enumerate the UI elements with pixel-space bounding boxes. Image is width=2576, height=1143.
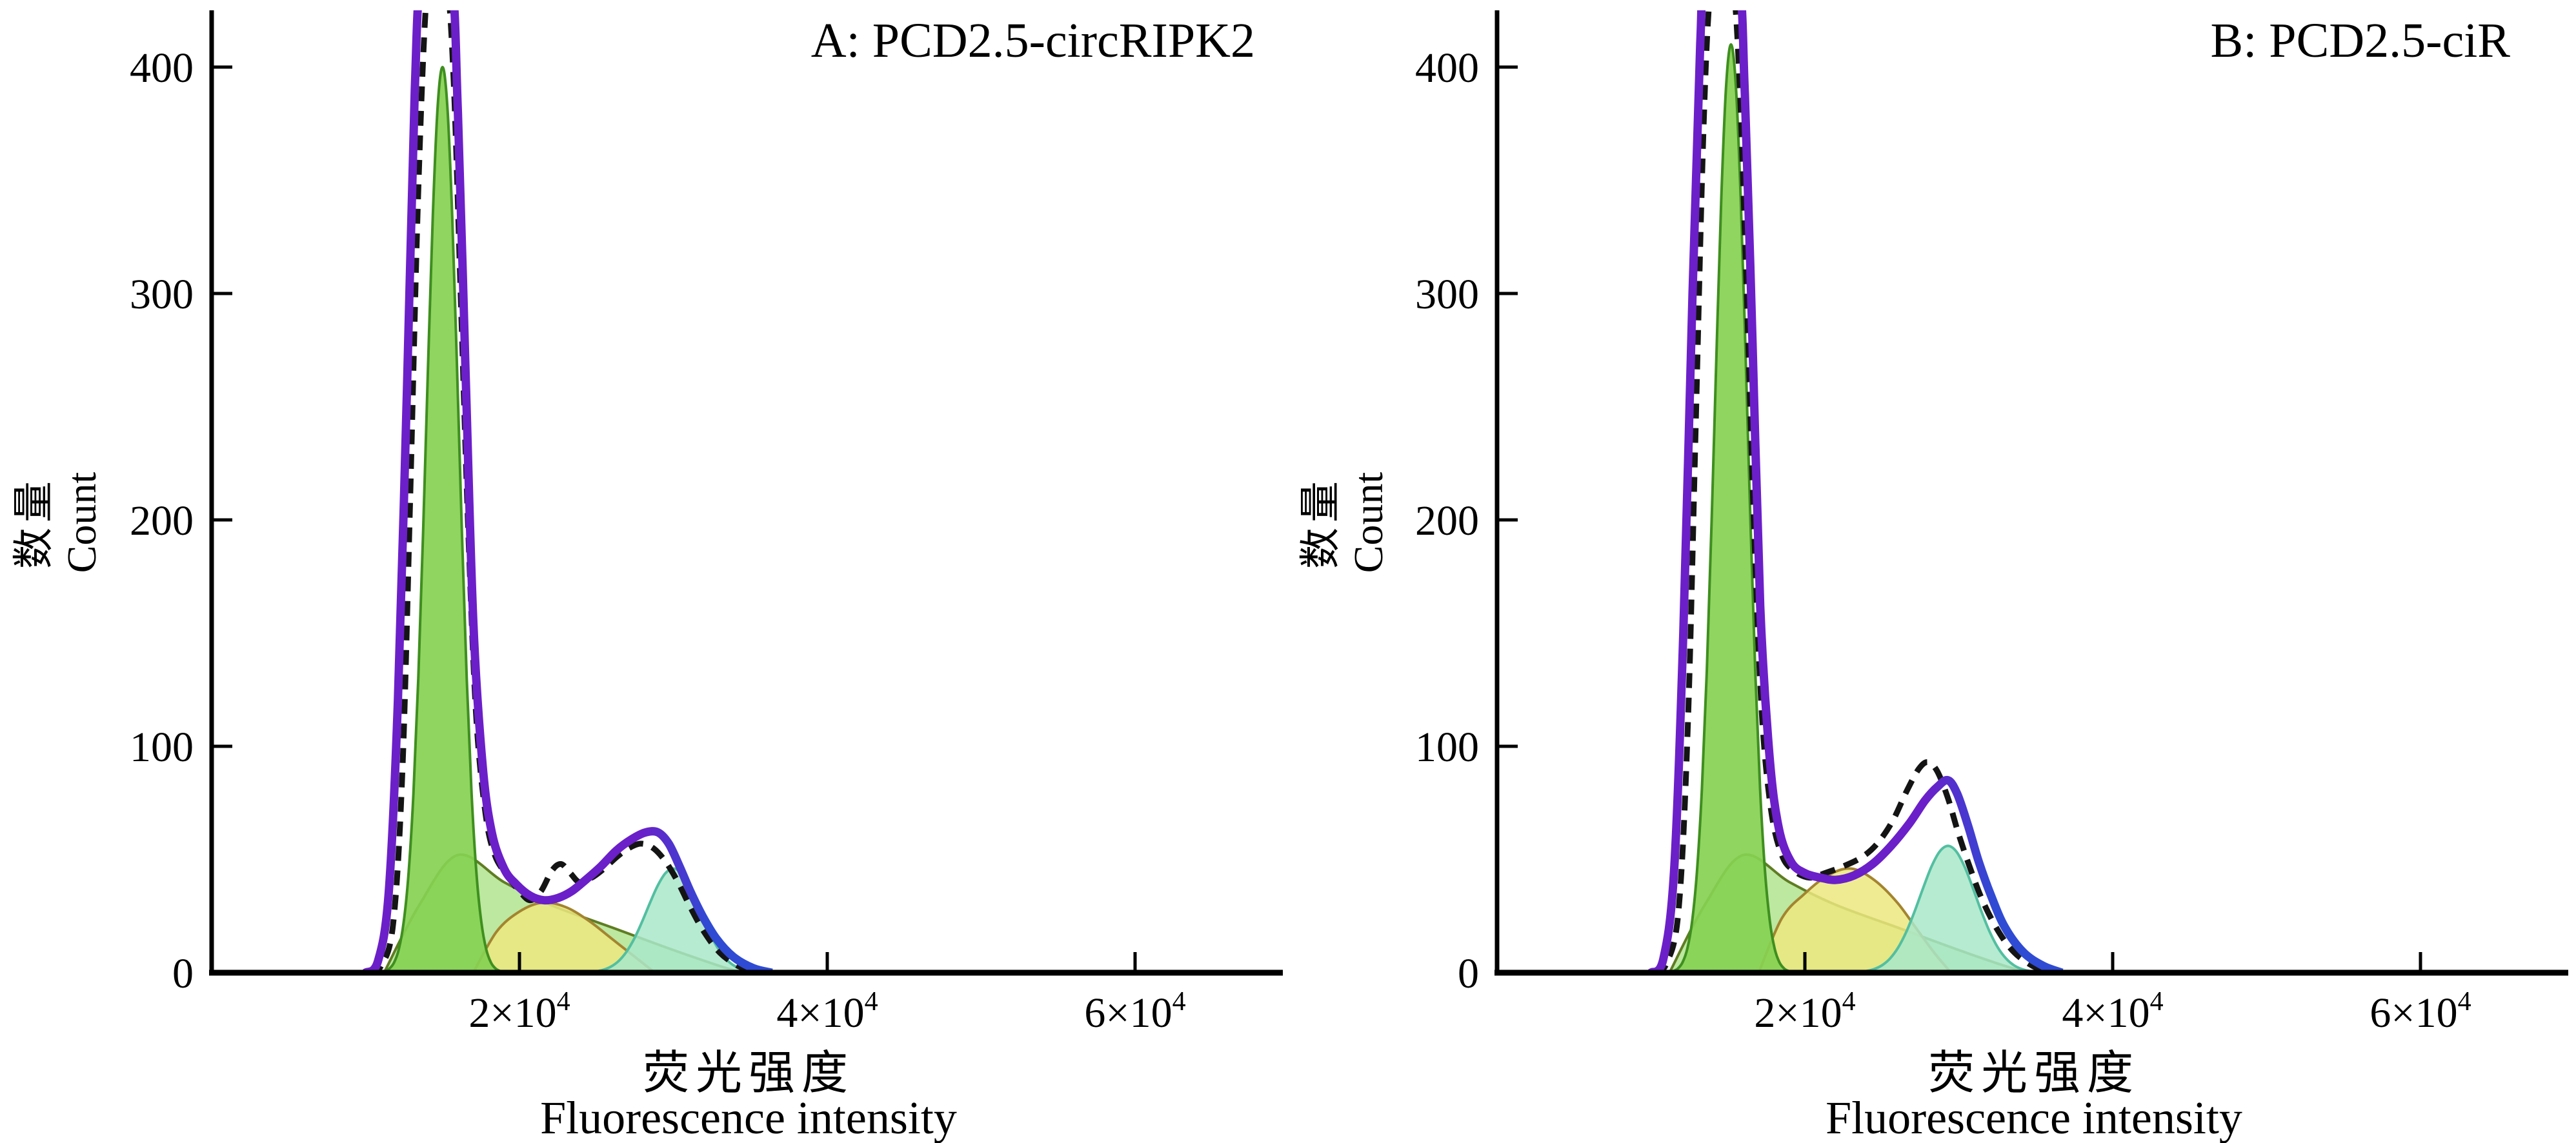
panel-b-y-title-zh: 数量 xyxy=(1298,476,1343,569)
panel-a-x-title-zh: 荧光强度 xyxy=(643,1048,854,1099)
panel-b-x-tick-label: 2×104 xyxy=(1754,987,1855,1037)
panel-a-total-curve xyxy=(363,10,773,975)
panel-a-y-tick-label: 0 xyxy=(172,950,194,997)
panel-b-y-axis-title: 数量 Count xyxy=(1298,472,1391,573)
panel-a-title: A: PCD2.5-circRIPK2 xyxy=(811,14,1255,68)
panel-b-title: B: PCD2.5-ciR xyxy=(2211,14,2511,68)
panel-b-x-tick-label: 6×104 xyxy=(2370,987,2471,1037)
panel-b-axes: 0 100 200 300 400 2×104 4×104 6×104 xyxy=(1415,10,2568,1037)
panel-a-x-tick-label: 6×104 xyxy=(1084,987,1185,1037)
panel-a-x-tick-label: 4×104 xyxy=(776,987,878,1037)
panel-a-y-tick-label: 300 xyxy=(130,271,194,318)
panel-a-y-tick-label: 400 xyxy=(130,45,194,92)
panel-b-total-curve xyxy=(1647,10,2064,975)
panel-b-y-tick-label: 0 xyxy=(1458,950,1479,997)
panel-a-y-tick-label: 100 xyxy=(130,724,194,771)
panel-b-x-title-zh: 荧光强度 xyxy=(1928,1048,2140,1099)
panel-b-x-tick-label: 4×104 xyxy=(2062,987,2163,1037)
panel-a-y-title-en: Count xyxy=(59,472,105,573)
chart-root: 0 100 200 300 400 2×104 4×104 6×104 0 100 200 300 40… xyxy=(130,10,2568,1037)
panel-a-axes: 0 100 200 300 400 2×104 4×104 6×104 xyxy=(130,10,1283,1037)
panel-b-y-tick-label: 400 xyxy=(1415,45,1479,92)
panel-a-x-tick-label: 2×104 xyxy=(468,987,570,1037)
panel-b-g1-peak-area xyxy=(1671,43,1791,974)
panel-b-curves xyxy=(1647,10,2064,975)
panel-a-g1-peak-area xyxy=(383,65,502,974)
panel-b-g2-peak-area xyxy=(1846,844,2049,974)
panel-a-x-title-en: Fluorescence intensity xyxy=(540,1092,957,1143)
panel-b-x-title-en: Fluorescence intensity xyxy=(1826,1092,2242,1143)
panel-b-y-title-en: Count xyxy=(1345,472,1391,573)
panel-b-y-tick-label: 100 xyxy=(1415,724,1479,771)
panel-a-y-tick-label: 200 xyxy=(130,497,194,544)
panel-b-y-tick-label: 200 xyxy=(1415,497,1479,544)
panel-a-y-title-zh: 数量 xyxy=(11,476,57,569)
panel-b-y-tick-label: 300 xyxy=(1415,271,1479,318)
panel-a-y-axis-title: 数量 Count xyxy=(11,472,105,573)
panel-a-curves xyxy=(363,10,773,975)
panel-b-model-fit-curve xyxy=(1652,10,2053,975)
